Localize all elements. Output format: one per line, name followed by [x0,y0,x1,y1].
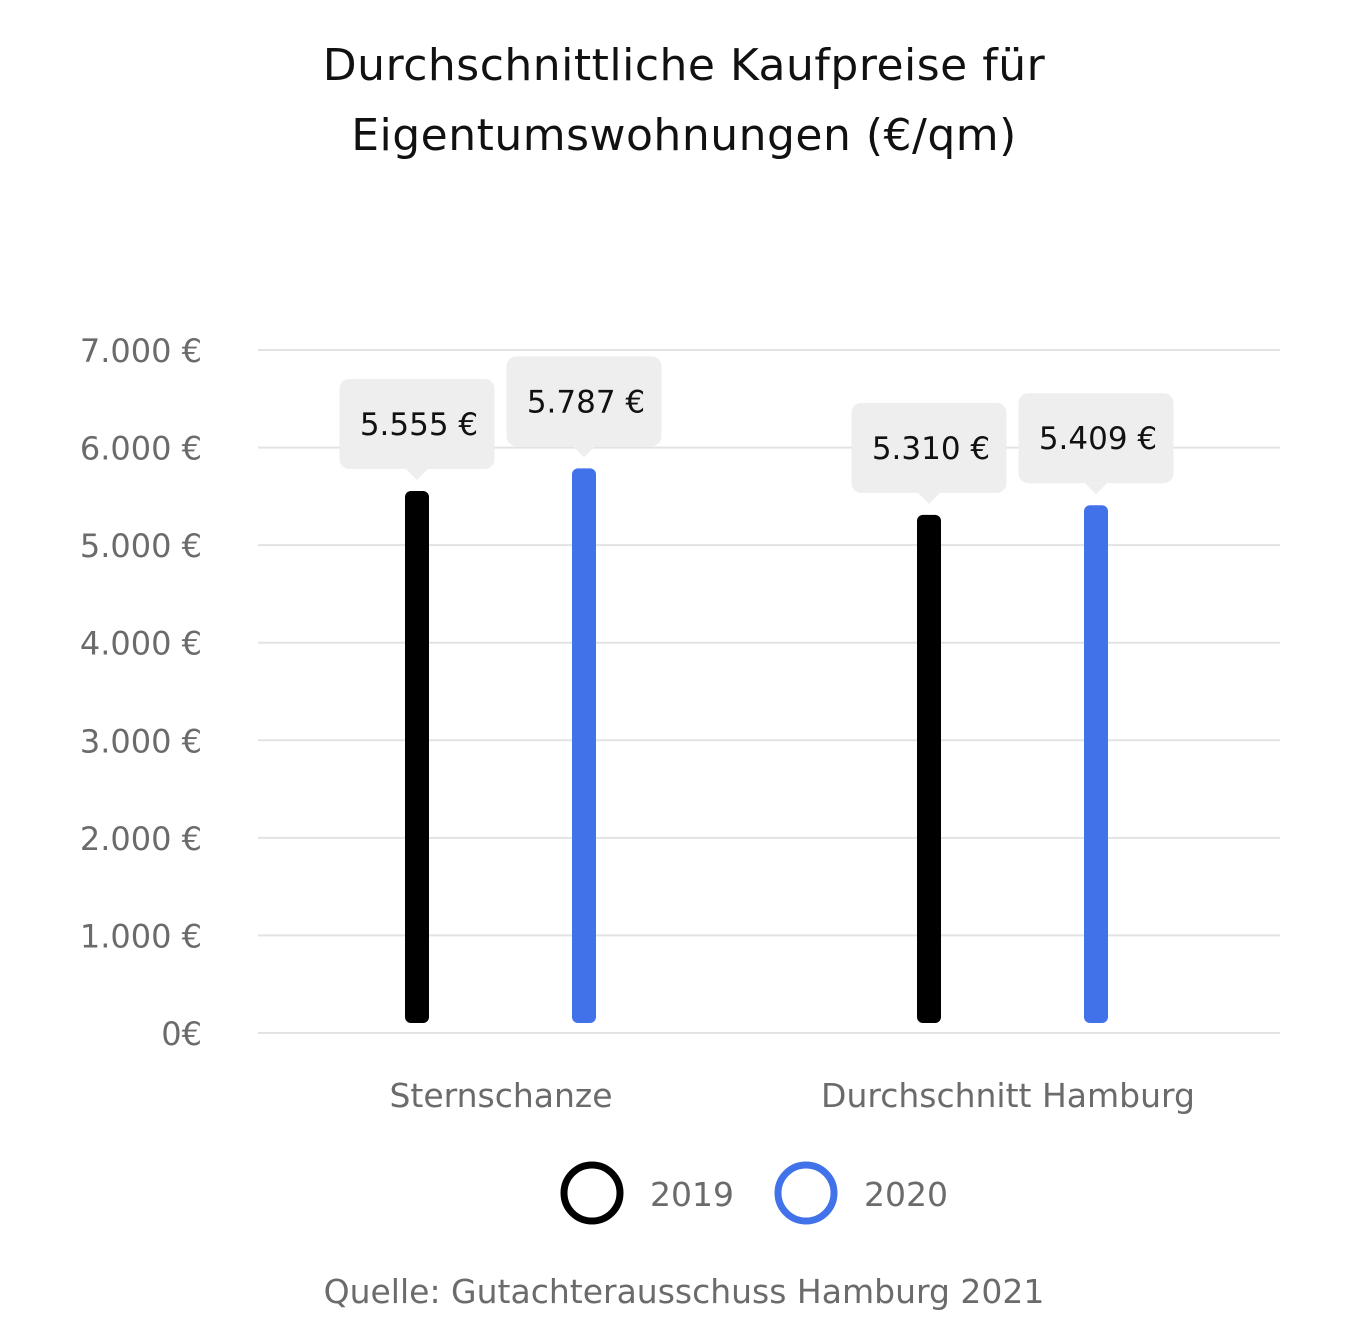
y-tick-label: 3.000 € [80,722,202,760]
value-label-box [339,378,495,469]
y-tick-label: 0€ [161,1015,202,1053]
legend-marker-2020 [774,1161,838,1225]
x-category-label: Sternschanze [389,1076,612,1115]
value-label-pointer [1085,483,1107,495]
y-tick-label: 5.000 € [80,527,202,565]
bar-2020-0 [572,468,596,1024]
y-tick-label: 7.000 € [80,332,202,370]
x-category-label: Durchschnitt Hamburg [821,1076,1195,1115]
bar-2020-1 [1084,505,1108,1023]
bar-2019-0 [405,490,429,1023]
y-tick-label: 6.000 € [80,430,202,468]
value-label: 5.555 € [360,407,478,443]
legend-label: 2019 [650,1175,734,1214]
value-label-pointer [406,468,428,480]
chart-title-line-2: Eigentumswohnungen (€/qm) [351,110,1017,161]
value-label: 5.409 € [1039,421,1157,457]
value-label-box [1018,393,1174,484]
source-note: Quelle: Gutachterausschuss Hamburg 2021 [323,1272,1045,1311]
value-label: 5.787 € [527,384,645,420]
value-label-pointer [918,492,940,504]
y-tick-label: 2.000 € [80,820,202,858]
y-tick-label: 4.000 € [80,625,202,663]
value-label: 5.310 € [872,431,990,467]
legend-label: 2020 [864,1175,948,1214]
legend-marker-2019 [560,1161,624,1225]
value-label-box [851,402,1007,493]
value-label-box [506,356,662,447]
chart-title-line-1: Durchschnittliche Kaufpreise für [322,40,1046,91]
y-tick-label: 1.000 € [80,917,202,955]
value-label-pointer [573,446,595,458]
bar-2019-1 [917,514,941,1023]
